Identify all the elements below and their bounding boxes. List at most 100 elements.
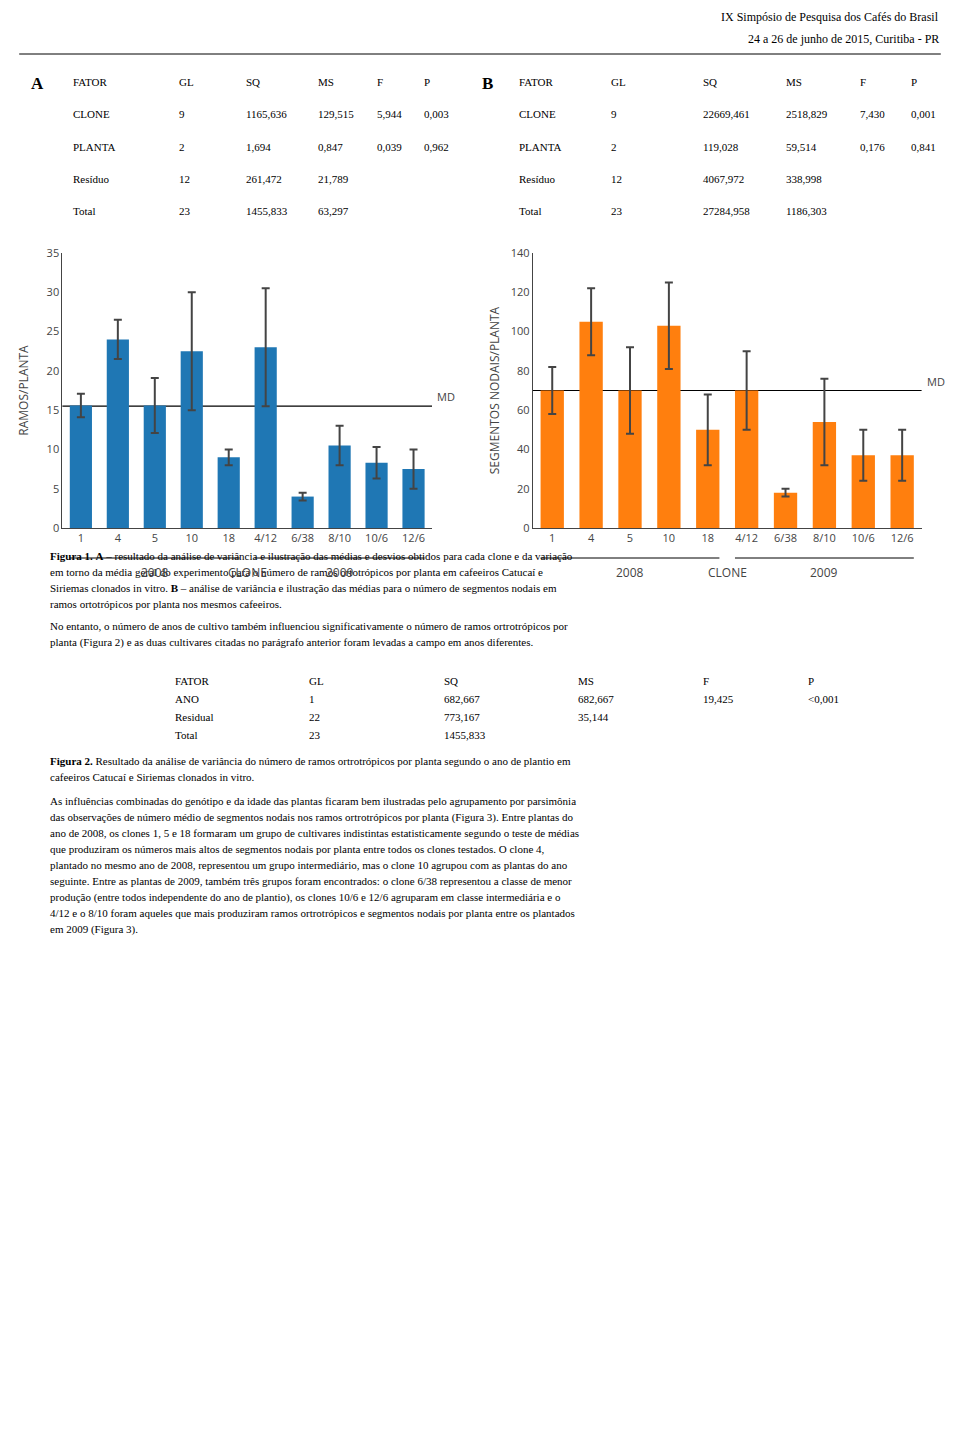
svg-text:1165,636: 1165,636 (246, 108, 287, 120)
svg-text:18: 18 (701, 530, 714, 545)
svg-text:80: 80 (517, 363, 530, 378)
svg-text:4: 4 (588, 530, 595, 545)
svg-text:GL: GL (309, 675, 324, 687)
svg-text:2518,829: 2518,829 (786, 108, 828, 120)
svg-text:MS: MS (786, 76, 802, 88)
svg-text:MD: MD (927, 374, 945, 389)
svg-text:1186,303: 1186,303 (786, 205, 827, 217)
svg-text:F: F (377, 76, 383, 88)
svg-text:2009: 2009 (810, 564, 838, 581)
svg-text:em 2009 (Figura 3).: em 2009 (Figura 3). (50, 923, 138, 936)
svg-text:Figura 1. A – resultado da aná: Figura 1. A – resultado da análise de va… (50, 550, 573, 562)
svg-text:0,001: 0,001 (911, 108, 936, 120)
svg-text:25: 25 (47, 323, 60, 338)
svg-text:7,430: 7,430 (860, 108, 885, 120)
svg-text:2008: 2008 (616, 564, 644, 581)
svg-text:<0,001: <0,001 (808, 693, 839, 705)
svg-text:338,998: 338,998 (786, 173, 822, 185)
svg-text:que produziram os números mais: que produziram os números mais altos de … (50, 843, 545, 855)
svg-text:das observações de número médi: das observações de número médio de segme… (50, 811, 573, 824)
svg-text:12: 12 (611, 173, 622, 185)
svg-text:4/12: 4/12 (735, 530, 758, 545)
svg-text:59,514: 59,514 (786, 141, 817, 153)
svg-text:1: 1 (78, 530, 84, 545)
svg-text:6/38: 6/38 (774, 530, 797, 545)
svg-text:FATOR: FATOR (175, 675, 209, 687)
svg-text:MS: MS (578, 675, 594, 687)
svg-text:em torno da média geral do exp: em torno da média geral do experimento p… (50, 566, 543, 578)
svg-text:Resíduo: Resíduo (519, 173, 556, 185)
svg-text:Resíduo: Resíduo (73, 173, 110, 185)
svg-text:seguinte. Entre as plantas de: seguinte. Entre as plantas de 2009, tamb… (50, 875, 572, 887)
svg-text:F: F (703, 675, 709, 687)
svg-text:18: 18 (222, 530, 235, 545)
svg-text:CLONE: CLONE (228, 564, 267, 581)
svg-text:682,667: 682,667 (444, 693, 480, 705)
svg-text:0,847: 0,847 (318, 141, 343, 153)
svg-text:SQ: SQ (444, 675, 458, 687)
svg-text:8/10: 8/10 (328, 530, 351, 545)
svg-text:1: 1 (549, 530, 555, 545)
svg-text:4/12 e o 8/10 foram aqueles qu: 4/12 e o 8/10 foram aqueles que mais pro… (50, 907, 575, 919)
svg-text:As influências combinadas do g: As influências combinadas do genótipo e … (50, 795, 576, 807)
svg-text:Total: Total (73, 205, 95, 217)
svg-text:P: P (911, 76, 917, 88)
svg-text:ANO: ANO (175, 693, 199, 705)
svg-text:2: 2 (611, 141, 617, 153)
svg-text:140: 140 (511, 245, 530, 260)
svg-text:10: 10 (47, 441, 60, 456)
svg-text:F: F (860, 76, 866, 88)
svg-text:2009: 2009 (326, 564, 354, 581)
svg-text:35,144: 35,144 (578, 711, 609, 723)
svg-text:2008: 2008 (141, 564, 169, 581)
svg-text:GL: GL (611, 76, 626, 88)
svg-text:SQ: SQ (703, 76, 717, 88)
svg-text:12/6: 12/6 (891, 530, 914, 545)
svg-text:23: 23 (179, 205, 191, 217)
svg-text:0: 0 (523, 520, 529, 535)
svg-text:23: 23 (309, 729, 321, 741)
svg-text:0: 0 (53, 520, 59, 535)
svg-text:Figura 2. Resultado da análise: Figura 2. Resultado da análise de variân… (50, 755, 571, 767)
svg-text:4067,972: 4067,972 (703, 173, 744, 185)
svg-text:ano de 2008, os clones 1, 5 e: ano de 2008, os clones 1, 5 e 18 formara… (50, 827, 579, 839)
svg-text:0,962: 0,962 (424, 141, 449, 153)
svg-text:1455,833: 1455,833 (246, 205, 288, 217)
svg-text:Residual: Residual (175, 711, 214, 723)
svg-text:MS: MS (318, 76, 334, 88)
svg-text:B: B (482, 74, 493, 93)
svg-text:5: 5 (152, 530, 158, 545)
svg-text:Siriemas clonados in vitro. B: Siriemas clonados in vitro. B – análise … (50, 582, 557, 594)
svg-text:P: P (808, 675, 814, 687)
svg-text:1,694: 1,694 (246, 141, 271, 153)
svg-text:20: 20 (47, 363, 60, 378)
svg-text:40: 40 (517, 441, 530, 456)
svg-text:Total: Total (175, 729, 197, 741)
svg-text:23: 23 (611, 205, 623, 217)
svg-text:plantado no mesmo ano de 2008,: plantado no mesmo ano de 2008, represent… (50, 859, 568, 871)
svg-text:IX Simpósio de Pesquisa dos Ca: IX Simpósio de Pesquisa dos Cafés do Bra… (721, 10, 939, 24)
svg-text:119,028: 119,028 (703, 141, 739, 153)
svg-text:20: 20 (517, 481, 530, 496)
svg-text:10: 10 (663, 530, 676, 545)
svg-text:FATOR: FATOR (519, 76, 553, 88)
svg-text:19,425: 19,425 (703, 693, 734, 705)
svg-text:8/10: 8/10 (813, 530, 836, 545)
svg-text:22: 22 (309, 711, 320, 723)
svg-text:21,789: 21,789 (318, 173, 349, 185)
svg-text:5: 5 (627, 530, 633, 545)
svg-text:63,297: 63,297 (318, 205, 349, 217)
svg-text:A: A (31, 74, 44, 93)
svg-text:129,515: 129,515 (318, 108, 354, 120)
svg-text:FATOR: FATOR (73, 76, 107, 88)
svg-text:PLANTA: PLANTA (519, 141, 562, 153)
svg-text:cafeeiros Catucaí e Siriemas c: cafeeiros Catucaí e Siriemas clonados in… (50, 771, 255, 783)
svg-text:4: 4 (115, 530, 122, 545)
svg-text:CLONE: CLONE (73, 108, 110, 120)
svg-text:CLONE: CLONE (519, 108, 556, 120)
svg-text:6/38: 6/38 (291, 530, 314, 545)
svg-text:5: 5 (53, 481, 59, 496)
svg-text:ramos ortotrópicos por planta: ramos ortotrópicos por planta nos mesmos… (50, 598, 282, 610)
svg-text:60: 60 (517, 402, 530, 417)
svg-text:1: 1 (309, 693, 315, 705)
